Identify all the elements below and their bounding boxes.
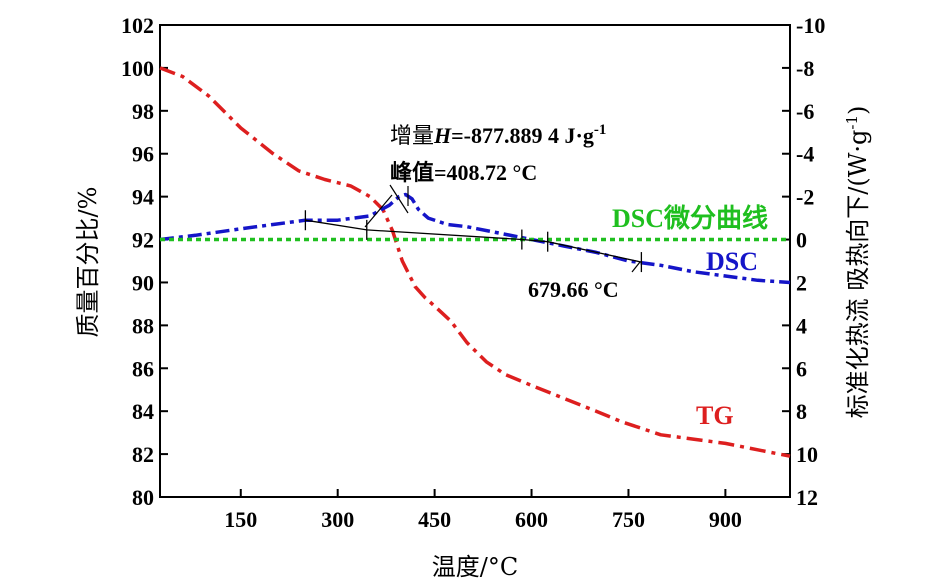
enthalpy-symbol: H: [433, 123, 452, 148]
y-left-tick-label: 100: [121, 56, 154, 81]
y-left-tick-label: 80: [132, 485, 154, 510]
y-left-tick-label: 102: [121, 13, 154, 38]
y-left-tick-label: 92: [132, 228, 154, 253]
y-right-tick-label: 6: [796, 356, 807, 381]
end-leader-line: [631, 261, 641, 273]
enthalpy-sup: -1: [594, 122, 607, 138]
integration-baseline: [305, 219, 642, 263]
x-axis-ticks: 150 300 450 600 750 900: [224, 489, 742, 532]
end-temp-annotation: 679.66 °C: [528, 277, 619, 302]
y-right-tick-label: -6: [796, 99, 814, 124]
y-right-tick-label: -8: [796, 56, 814, 81]
y-left-tick-label: 82: [132, 442, 154, 467]
x-tick-label: 300: [321, 507, 354, 532]
y-right-tick-label: 2: [796, 270, 807, 295]
series-line-tg: [159, 66, 791, 458]
y-right-tick-label: 4: [796, 313, 807, 338]
y-right-tick-label: 12: [796, 485, 818, 510]
x-tick-label: 450: [418, 507, 451, 532]
y-right-tick-label: -2: [796, 185, 814, 210]
y-left-tick-label: 86: [132, 356, 154, 381]
y-right-tick-label: 0: [796, 228, 807, 253]
y-right-tick-label: -4: [796, 142, 814, 167]
enthalpy-annotation: 增量H=-877.889 4 J·g-1: [390, 122, 606, 149]
y-left-axis-title: 质量百分比/%: [74, 187, 102, 338]
y-left-axis-ticks: 80 82 84 86 88 90 92 94 96 98 100 102: [121, 13, 168, 510]
x-tick-label: 600: [515, 507, 548, 532]
y-left-tick-label: 90: [132, 270, 154, 295]
y-left-tick-label: 88: [132, 313, 154, 338]
baseline-layer: [304, 210, 643, 273]
x-tick-label: 900: [709, 507, 742, 532]
y-left-tick-label: 84: [132, 399, 154, 424]
y-right-title-end: ): [844, 106, 872, 115]
y-right-axis-ticks: 12 10 8 6 4 2 0 -2 -4 -6 -8 -10: [782, 13, 825, 510]
y-left-tick-label: 98: [132, 99, 154, 124]
dsc-deriv-label: DSC微分曲线: [612, 203, 768, 233]
y-left-tick-label: 94: [132, 185, 154, 210]
peak-leader-line: [389, 184, 409, 214]
enthalpy-prefix: 增量: [390, 124, 434, 149]
y-right-title-main: 标准化热流 吸热向下/(W·g: [844, 130, 872, 419]
dsc-label: DSC: [706, 247, 758, 276]
x-tick-label: 150: [224, 507, 257, 532]
peak-annotation: 峰值=408.72 °C: [390, 160, 537, 185]
x-axis-title: 温度/°C: [432, 553, 518, 581]
y-right-tick-label: 10: [796, 442, 818, 467]
tg-label: TG: [696, 401, 734, 430]
y-right-title-sup: -1: [843, 115, 861, 130]
y-right-tick-label: 8: [796, 399, 807, 424]
enthalpy-value: =-877.889 4 J·g: [451, 123, 594, 148]
y-left-tick-label: 96: [132, 142, 154, 167]
x-tick-label: 750: [612, 507, 645, 532]
plot-frame: [159, 24, 791, 498]
y-right-axis-title: 标准化热流 吸热向下/(W·g-1): [843, 106, 872, 419]
y-right-tick-label: -10: [796, 13, 825, 38]
onset-leader-line: [364, 194, 393, 228]
